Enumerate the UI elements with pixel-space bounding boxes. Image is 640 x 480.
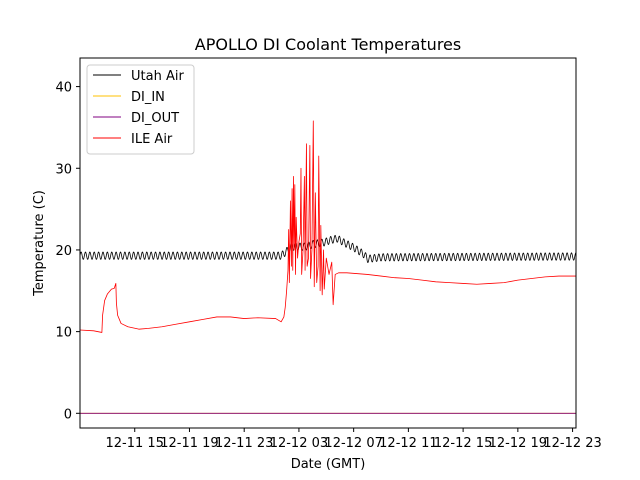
x-axis-label: Date (GMT) xyxy=(291,457,366,472)
series-layer xyxy=(79,120,577,414)
x-tick-label: 12-11 23 xyxy=(215,436,273,451)
x-tick-label: 12-12 19 xyxy=(489,436,547,451)
x-tick-label: 12-12 15 xyxy=(434,436,492,451)
x-tick-label: 12-12 11 xyxy=(379,436,437,451)
series-line-utah-air xyxy=(79,234,577,263)
y-tick-label: 40 xyxy=(55,81,72,96)
legend-label-utah-air: Utah Air xyxy=(131,69,184,84)
legend-label-di-in: DI_IN xyxy=(131,90,165,105)
y-axis: 0 10 20 30 40 xyxy=(55,81,80,422)
y-tick-label: 10 xyxy=(55,326,72,341)
x-tick-label: 12-12 07 xyxy=(324,436,382,451)
y-tick-label: 30 xyxy=(55,162,72,177)
legend-box xyxy=(86,64,195,155)
chart-title: APOLLO DI Coolant Temperatures xyxy=(195,35,461,54)
y-tick-label: 20 xyxy=(55,244,72,259)
y-tick-label: 0 xyxy=(64,407,72,422)
series-line-ile-air xyxy=(79,120,576,333)
y-axis-label: Temperature (C) xyxy=(32,190,47,297)
x-tick-label: 12-12 23 xyxy=(543,436,601,451)
legend-label-ile-air: ILE Air xyxy=(131,132,173,147)
legend-label-di-out: DI_OUT xyxy=(131,111,179,126)
plot-border xyxy=(79,57,577,429)
legend: Utah Air DI_IN DI_OUT ILE Air xyxy=(86,64,195,155)
x-tick-label: 12-11 15 xyxy=(106,436,164,451)
x-tick-label: 12-12 03 xyxy=(270,436,328,451)
x-tick-label: 12-11 19 xyxy=(160,436,218,451)
